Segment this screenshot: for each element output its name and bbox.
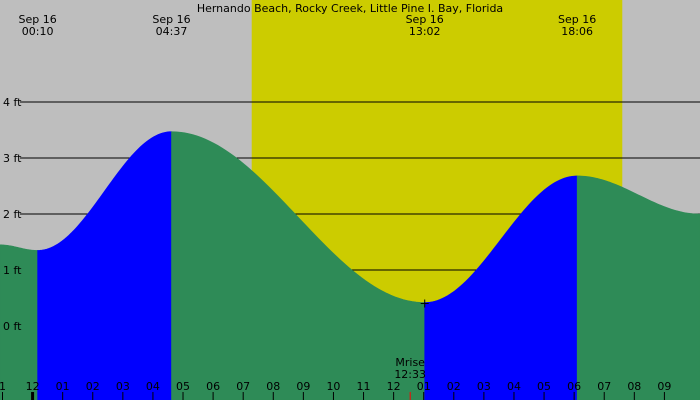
- extreme-time-label: 13:02: [409, 25, 441, 38]
- hour-tick-label: 12: [387, 380, 401, 393]
- hour-tick-label: 05: [537, 380, 551, 393]
- hour-tick-label: 03: [477, 380, 491, 393]
- moonrise-time: 12:33: [394, 368, 426, 381]
- falling-tide-segment: [576, 175, 700, 400]
- hour-tick-label: 06: [567, 380, 581, 393]
- extreme-time-label: 04:37: [156, 25, 188, 38]
- hour-tick-label: 02: [447, 380, 461, 393]
- extreme-date-label: Sep 16: [406, 13, 444, 26]
- y-tick-label: 4 ft: [3, 96, 22, 109]
- hour-tick-label: 04: [146, 380, 160, 393]
- hour-tick-label: 05: [176, 380, 190, 393]
- y-tick-label: 1 ft: [3, 264, 22, 277]
- extreme-date-label: Sep 16: [558, 13, 596, 26]
- hour-tick-label: 02: [86, 380, 100, 393]
- hour-tick-label: 09: [296, 380, 310, 393]
- hour-tick-label: 06: [206, 380, 220, 393]
- rising-tide-segment: [424, 175, 578, 400]
- extreme-date-label: Sep 16: [18, 13, 56, 26]
- hour-tick-label: 11: [357, 380, 371, 393]
- tide-fill: [0, 131, 700, 400]
- hour-tick-label: 01: [417, 380, 431, 393]
- hour-tick-label: 1: [0, 380, 6, 393]
- hour-tick-label: 07: [236, 380, 250, 393]
- hour-tick-label: 07: [597, 380, 611, 393]
- extreme-time-label: 00:10: [22, 25, 54, 38]
- y-tick-label: 0 ft: [3, 320, 22, 333]
- rising-tide-segment: [37, 131, 172, 400]
- extreme-time-label: 18:06: [561, 25, 593, 38]
- hour-tick-label: 10: [326, 380, 340, 393]
- hour-tick-label: 01: [56, 380, 70, 393]
- hour-tick-label: 08: [266, 380, 280, 393]
- hour-tick-label: 12: [26, 380, 40, 393]
- hour-tick-label: 04: [507, 380, 521, 393]
- falling-tide-segment: [0, 244, 38, 400]
- moonrise-label: Mrise: [395, 356, 425, 369]
- y-tick-label: 3 ft: [3, 152, 22, 165]
- falling-tide-segment: [171, 131, 426, 400]
- hour-tick-label: 08: [627, 380, 641, 393]
- y-tick-label: 2 ft: [3, 208, 22, 221]
- extreme-date-label: Sep 16: [152, 13, 190, 26]
- hour-tick-label: 03: [116, 380, 130, 393]
- hour-tick-label: 09: [657, 380, 671, 393]
- chart-labels: Hernando Beach, Rocky Creek, Little Pine…: [0, 2, 671, 400]
- chart-title: Hernando Beach, Rocky Creek, Little Pine…: [197, 2, 503, 15]
